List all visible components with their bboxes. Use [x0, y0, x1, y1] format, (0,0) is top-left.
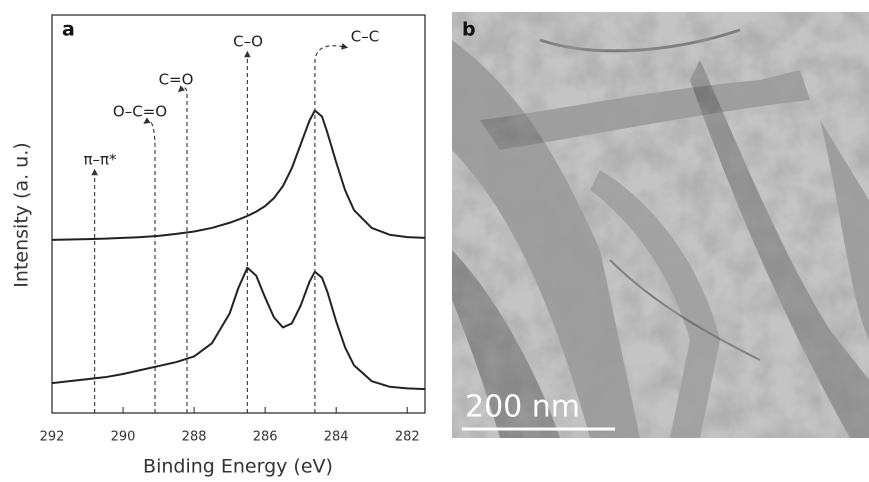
scale-bar-label: 200 nm	[465, 390, 580, 425]
peak-label: C–C	[351, 28, 379, 46]
panel-label: b	[462, 19, 476, 41]
x-tick-label: 284	[324, 430, 349, 445]
x-tick-label: 288	[182, 430, 207, 445]
x-tick-label: 292	[40, 430, 65, 445]
tem-image	[452, 12, 869, 438]
peak-label: C=O	[159, 71, 194, 89]
x-tick-label: 286	[253, 430, 278, 445]
peak-label: π–π*	[83, 151, 117, 169]
x-tick-label: 282	[395, 430, 420, 445]
figure: a Binding Energy (eV) Intensity (a. u.) …	[0, 0, 869, 482]
y-axis-label: Intensity (a. u.)	[11, 142, 33, 287]
x-axis-label: Binding Energy (eV)	[143, 456, 333, 478]
plot-frame	[52, 15, 425, 413]
peak-label: O–C=O	[113, 103, 167, 121]
peak-label: C–O	[233, 33, 263, 51]
panel-label: a	[62, 19, 75, 41]
x-tick-label: 290	[111, 430, 136, 445]
